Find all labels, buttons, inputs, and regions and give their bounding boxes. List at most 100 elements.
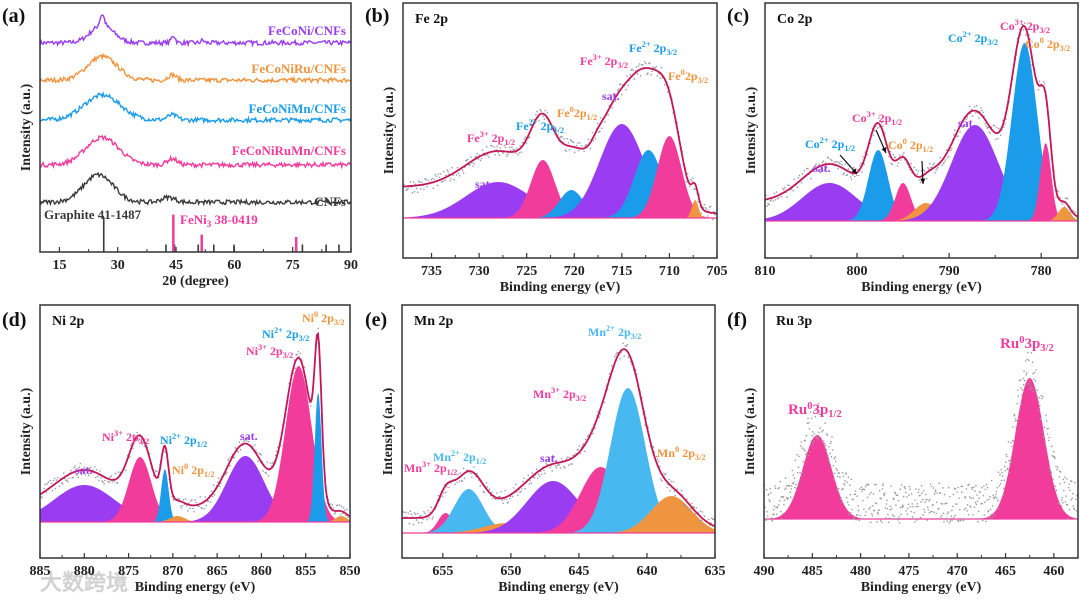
- data-point: [828, 462, 831, 464]
- data-point: [988, 517, 991, 519]
- data-point: [842, 487, 844, 490]
- peak-label: Mn3+ 2p3/2: [533, 386, 586, 403]
- data-point: [560, 457, 563, 460]
- data-point: [626, 343, 629, 346]
- label-orbital: 2p: [907, 138, 923, 152]
- data-point: [913, 521, 916, 523]
- data-point: [863, 163, 865, 166]
- data-point: [68, 477, 70, 479]
- data-point: [189, 507, 191, 510]
- data-point: [922, 489, 925, 492]
- data-point: [413, 190, 416, 193]
- data-point: [1072, 492, 1074, 495]
- data-point: [1037, 409, 1039, 412]
- data-point: [99, 470, 101, 472]
- data-point: [637, 65, 640, 67]
- data-point: [660, 67, 663, 69]
- data-point: [647, 72, 649, 74]
- data-point: [950, 515, 953, 517]
- label-subscript: 1/2: [197, 440, 208, 449]
- data-point: [1031, 361, 1034, 364]
- data-point: [978, 497, 980, 500]
- data-point: [904, 487, 907, 490]
- data-point: [577, 142, 579, 144]
- data-point: [176, 498, 179, 500]
- data-point: [842, 475, 845, 477]
- x-tick-label: 725: [516, 264, 537, 279]
- data-point: [892, 153, 895, 156]
- data-point: [1034, 389, 1036, 391]
- data-point: [198, 505, 200, 508]
- data-point: [852, 498, 854, 501]
- data-point: [997, 127, 1000, 130]
- data-point: [961, 485, 964, 488]
- x-axis-label: Binding energy (eV): [500, 280, 621, 295]
- data-point: [210, 490, 213, 493]
- data-point: [421, 181, 423, 183]
- peak-label: Co0 2p3/2: [1025, 36, 1070, 53]
- data-point: [1038, 397, 1041, 399]
- data-point: [472, 165, 474, 167]
- data-point: [923, 508, 925, 511]
- data-point: [309, 405, 312, 407]
- fitted-peak: [764, 435, 1078, 519]
- data-point: [784, 477, 787, 479]
- data-point: [1063, 481, 1066, 484]
- data-point: [414, 513, 417, 516]
- data-point: [488, 488, 491, 490]
- data-point: [143, 445, 146, 447]
- data-point: [845, 496, 848, 499]
- data-point: [825, 166, 828, 169]
- data-point: [954, 514, 956, 517]
- data-point: [1032, 372, 1034, 375]
- xrd-curve-feconi-cnfs: [40, 14, 351, 48]
- data-point: [786, 484, 788, 487]
- data-point: [876, 127, 879, 129]
- data-point: [957, 135, 959, 137]
- data-point: [1024, 360, 1027, 362]
- data-point: [966, 510, 968, 512]
- panel-title: Mn 2p: [414, 314, 454, 329]
- fitted-peak: [403, 190, 717, 218]
- data-point: [843, 484, 846, 486]
- data-point: [613, 95, 616, 97]
- data-point: [1016, 402, 1019, 405]
- data-point: [133, 433, 135, 436]
- data-point: [1064, 501, 1067, 503]
- label-orbital: 2p: [876, 111, 892, 125]
- data-point: [929, 162, 931, 165]
- label-element: Fe: [668, 69, 681, 83]
- data-point: [937, 166, 939, 169]
- label-superscript: 0: [681, 68, 685, 77]
- data-point: [83, 466, 86, 469]
- data-point: [297, 350, 300, 353]
- data-point: [332, 507, 335, 509]
- data-point: [887, 521, 890, 524]
- data-point: [813, 166, 815, 169]
- data-point: [1074, 517, 1077, 520]
- data-point: [431, 518, 434, 520]
- data-point: [882, 483, 885, 485]
- data-point: [817, 402, 820, 405]
- data-point: [436, 184, 439, 187]
- x-tick-label: 730: [469, 264, 490, 279]
- data-point: [661, 479, 663, 482]
- label-element: Ni: [246, 344, 259, 358]
- fitted-peak: [403, 136, 717, 218]
- data-point: [240, 438, 243, 441]
- legend-label: FeCoNiRu/CNFs: [251, 61, 346, 76]
- data-point: [934, 172, 936, 174]
- data-point: [317, 327, 319, 330]
- data-point: [645, 62, 647, 65]
- data-point: [473, 162, 476, 165]
- data-point: [980, 486, 983, 489]
- data-point: [566, 138, 569, 140]
- data-point: [451, 473, 453, 476]
- data-point: [531, 472, 534, 474]
- data-point: [568, 149, 571, 151]
- data-point: [783, 503, 785, 506]
- data-point: [896, 165, 899, 167]
- data-point: [1017, 389, 1019, 392]
- data-point: [102, 481, 104, 483]
